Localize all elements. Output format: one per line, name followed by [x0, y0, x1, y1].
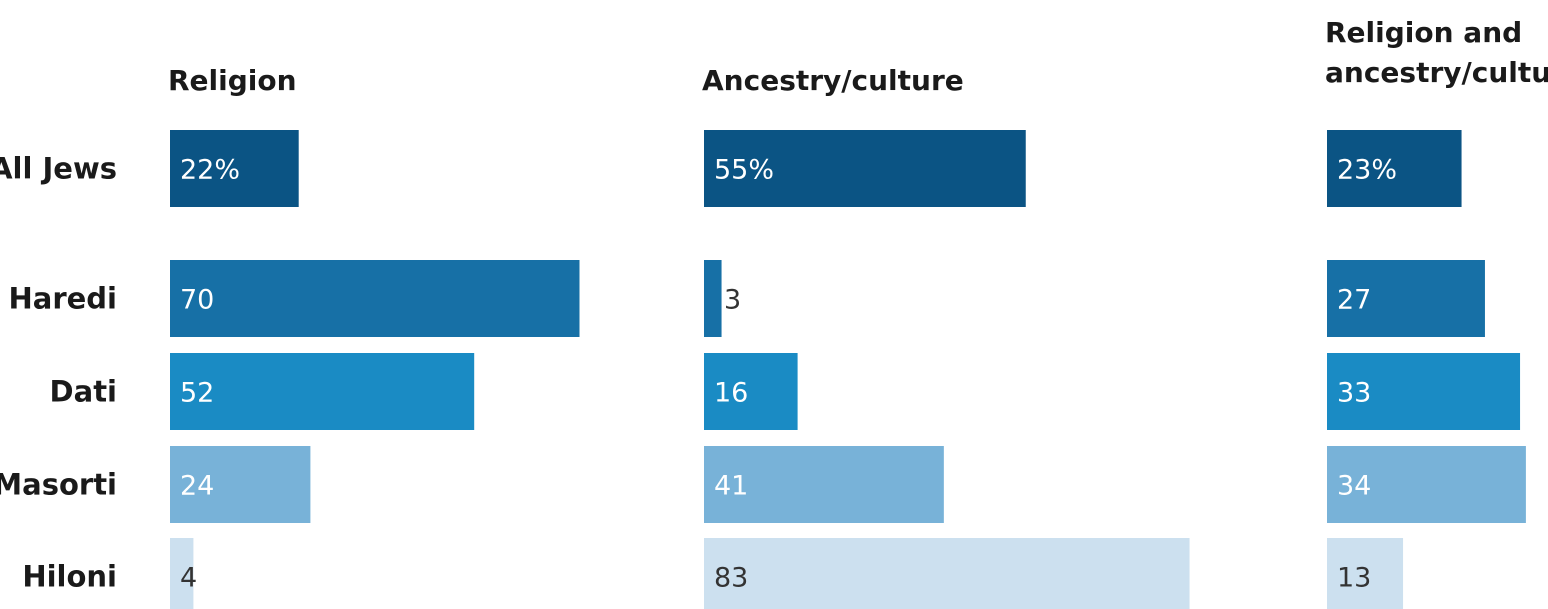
bar-religion-dati	[170, 353, 475, 430]
value-label-religion-and-ancestry-culture-dati: 33	[1337, 378, 1371, 409]
value-label-religion-and-ancestry-culture-all-jews: 23%	[1337, 155, 1397, 186]
value-label-religion-hiloni: 4	[180, 563, 197, 594]
value-label-ancestry-culture-all-jews: 55%	[714, 155, 774, 186]
value-label-religion-and-ancestry-culture-masorti: 34	[1337, 471, 1371, 502]
bar-ancestry-culture-dati	[704, 353, 798, 430]
bar-religion-masorti	[170, 446, 311, 523]
bar-religion-and-ancestry-culture-masorti	[1327, 446, 1526, 523]
row-label-hiloni: Hiloni	[22, 560, 117, 594]
bar-religion-and-ancestry-culture-hiloni	[1327, 538, 1404, 609]
value-label-religion-masorti: 24	[180, 471, 214, 502]
value-label-ancestry-culture-haredi: 3	[724, 285, 741, 316]
panel-header-ancestry-culture-line-1: Ancestry/culture	[702, 64, 964, 97]
panel-header-religion-and-ancestry-culture-line-2: ancestry/culture	[1325, 56, 1548, 89]
bar-ancestry-culture-masorti	[704, 446, 944, 523]
value-label-religion-dati: 52	[180, 378, 214, 409]
value-label-religion-and-ancestry-culture-hiloni: 13	[1337, 563, 1371, 594]
panel-religion-and-ancestry-culture: Religion and ancestry/culture 23% 27 33 34 13	[1325, 16, 1548, 609]
row-label-masorti: Masorti	[0, 468, 117, 502]
panel-header-religion-line-1: Religion	[168, 64, 297, 97]
panel-header-religion-and-ancestry-culture-line-1: Religion and	[1325, 16, 1522, 49]
bar-religion-all-jews	[170, 130, 299, 207]
value-label-religion-and-ancestry-culture-haredi: 27	[1337, 285, 1371, 316]
bar-religion-and-ancestry-culture-haredi	[1327, 260, 1485, 337]
panel-religion: Religion 22% 70 52 24 4	[168, 64, 580, 609]
value-label-religion-haredi: 70	[180, 285, 214, 316]
value-label-ancestry-culture-dati: 16	[714, 378, 748, 409]
row-label-dati: Dati	[50, 375, 117, 409]
bar-religion-haredi	[170, 260, 580, 337]
bar-ancestry-culture-haredi	[704, 260, 722, 337]
value-label-ancestry-culture-hiloni: 83	[714, 563, 748, 594]
panel-ancestry-culture: Ancestry/culture 55% 3 16 41 83	[702, 64, 1190, 609]
value-label-ancestry-culture-masorti: 41	[714, 471, 748, 502]
row-label-all-jews: All Jews	[0, 152, 117, 186]
value-label-religion-all-jews: 22%	[180, 155, 240, 186]
bar-ancestry-culture-all-jews	[704, 130, 1026, 207]
bar-religion-and-ancestry-culture-dati	[1327, 353, 1521, 430]
bar-religion-hiloni	[170, 538, 194, 609]
row-label-haredi: Haredi	[8, 282, 117, 316]
bar-ancestry-culture-hiloni	[704, 538, 1190, 609]
bar-religion-and-ancestry-culture-all-jews	[1327, 130, 1462, 207]
